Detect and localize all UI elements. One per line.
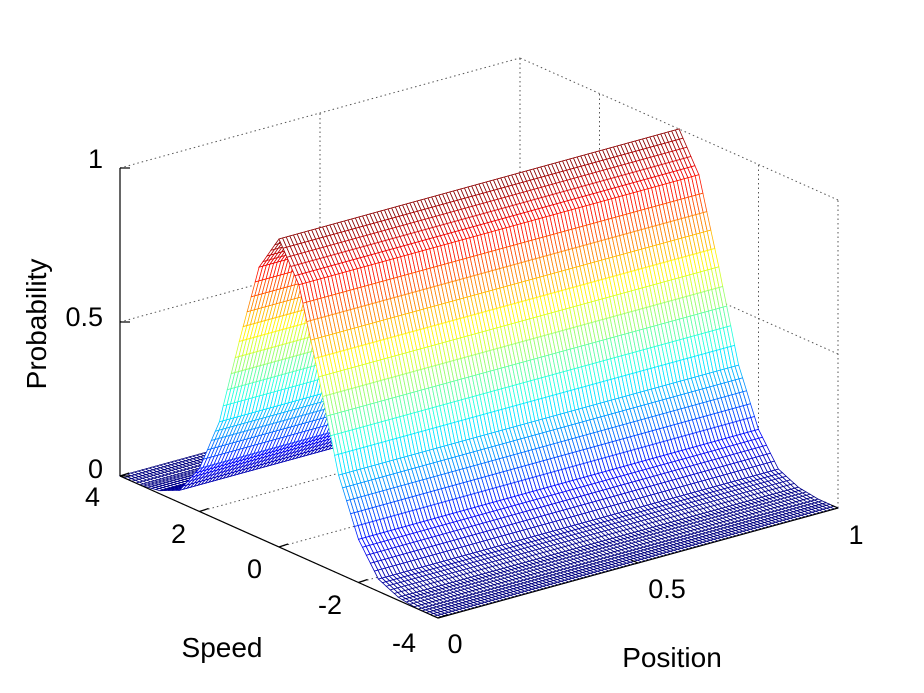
- surface-mesh: [118, 128, 840, 619]
- grid-back-wall-z-2: [119, 57, 521, 169]
